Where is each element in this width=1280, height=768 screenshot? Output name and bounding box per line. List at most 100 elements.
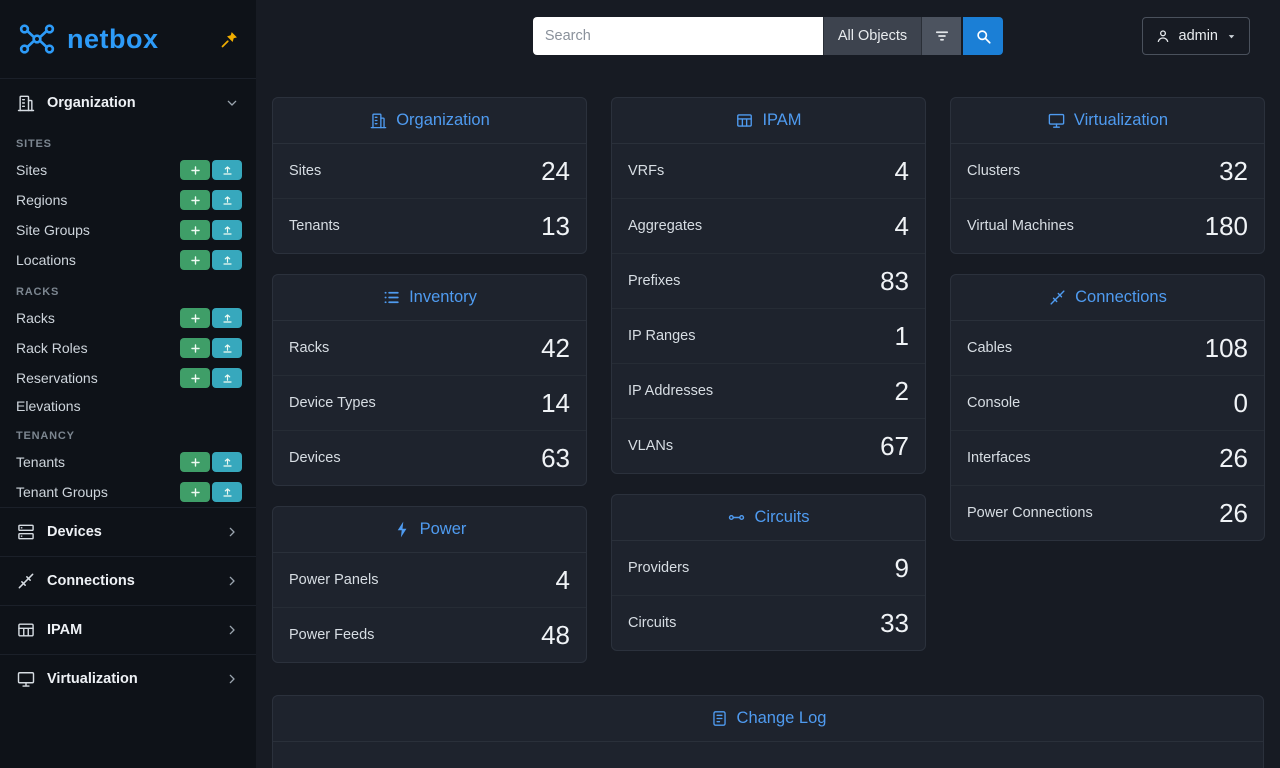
pin-sidebar-icon[interactable]	[219, 29, 240, 50]
sidebar-item-tenant-groups[interactable]: Tenant Groups	[0, 477, 256, 507]
stat-label[interactable]: Power Panels	[289, 572, 379, 588]
import-button[interactable]	[212, 220, 242, 240]
card-title-inventory[interactable]: Inventory	[273, 275, 586, 321]
stat-row-cables[interactable]: Cables 108	[951, 321, 1264, 375]
stat-value[interactable]: 14	[541, 388, 570, 418]
stat-row-virtual-machines[interactable]: Virtual Machines 180	[951, 198, 1264, 253]
stat-row-console[interactable]: Console 0	[951, 375, 1264, 430]
sidebar-item-tenants[interactable]: Tenants	[0, 447, 256, 477]
search-button[interactable]	[963, 17, 1004, 55]
stat-value[interactable]: 83	[880, 266, 909, 296]
add-button[interactable]	[180, 250, 210, 270]
sidebar-item-sites[interactable]: Sites	[0, 155, 256, 185]
stat-value[interactable]: 2	[894, 376, 909, 406]
stat-label[interactable]: Power Connections	[967, 505, 1093, 521]
stat-value[interactable]: 4	[894, 156, 909, 186]
item-label[interactable]: Racks	[16, 310, 55, 326]
sidebar-item-reservations[interactable]: Reservations	[0, 363, 256, 393]
stat-value[interactable]: 4	[555, 565, 570, 595]
stat-label[interactable]: Power Feeds	[289, 627, 375, 643]
stat-label[interactable]: Providers	[628, 560, 690, 576]
stat-label[interactable]: Racks	[289, 340, 330, 356]
import-button[interactable]	[212, 190, 242, 210]
sidebar-item-rack-roles[interactable]: Rack Roles	[0, 333, 256, 363]
stat-value[interactable]: 9	[894, 553, 909, 583]
stat-label[interactable]: Virtual Machines	[967, 218, 1074, 234]
stat-label[interactable]: Tenants	[289, 218, 340, 234]
card-title-virtualization[interactable]: Virtualization	[951, 98, 1264, 144]
stat-value[interactable]: 26	[1219, 498, 1248, 528]
stat-value[interactable]: 42	[541, 333, 570, 363]
sidebar-item-elevations[interactable]: Elevations	[0, 393, 256, 419]
add-button[interactable]	[180, 452, 210, 472]
card-title-organization[interactable]: Organization	[273, 98, 586, 144]
import-button[interactable]	[212, 482, 242, 502]
sidebar-group-devices[interactable]: Devices	[0, 507, 256, 556]
stat-label[interactable]: Aggregates	[628, 218, 703, 234]
stat-label[interactable]: Console	[967, 395, 1021, 411]
stat-value[interactable]: 48	[541, 620, 570, 650]
stat-label[interactable]: Device Types	[289, 395, 376, 411]
card-title-change-log[interactable]: Change Log	[273, 696, 1263, 742]
stat-value[interactable]: 32	[1219, 156, 1248, 186]
item-label[interactable]: Sites	[16, 162, 48, 178]
sidebar-group-organization[interactable]: Organization	[0, 78, 256, 127]
stat-label[interactable]: Interfaces	[967, 450, 1031, 466]
stat-row-aggregates[interactable]: Aggregates 4	[612, 198, 925, 253]
stat-value[interactable]: 180	[1204, 211, 1248, 241]
stat-row-tenants[interactable]: Tenants 13	[273, 198, 586, 253]
stat-label[interactable]: VRFs	[628, 163, 665, 179]
add-button[interactable]	[180, 160, 210, 180]
filter-button[interactable]	[921, 17, 962, 55]
sidebar-group-virtualization[interactable]: Virtualization	[0, 654, 256, 703]
card-title-ipam[interactable]: IPAM	[612, 98, 925, 144]
item-label[interactable]: Rack Roles	[16, 340, 88, 356]
stat-value[interactable]: 63	[541, 443, 570, 473]
stat-row-devices[interactable]: Devices 63	[273, 430, 586, 485]
add-button[interactable]	[180, 190, 210, 210]
stat-row-racks[interactable]: Racks 42	[273, 321, 586, 375]
item-label[interactable]: Tenants	[16, 454, 66, 470]
stat-row-power-panels[interactable]: Power Panels 4	[273, 553, 586, 607]
import-button[interactable]	[212, 338, 242, 358]
stat-label[interactable]: VLANs	[628, 438, 674, 454]
item-label[interactable]: Tenant Groups	[16, 484, 108, 500]
stat-value[interactable]: 1	[894, 321, 909, 351]
stat-value[interactable]: 4	[894, 211, 909, 241]
stat-row-circuits[interactable]: Circuits 33	[612, 595, 925, 650]
stat-row-clusters[interactable]: Clusters 32	[951, 144, 1264, 198]
stat-row-vrfs[interactable]: VRFs 4	[612, 144, 925, 198]
add-button[interactable]	[180, 308, 210, 328]
object-type-button[interactable]: All Objects	[822, 17, 922, 55]
search-input[interactable]	[532, 17, 823, 55]
card-title-power[interactable]: Power	[273, 507, 586, 553]
add-button[interactable]	[180, 368, 210, 388]
item-label[interactable]: Reservations	[16, 370, 98, 386]
stat-row-ip-ranges[interactable]: IP Ranges 1	[612, 308, 925, 363]
item-label[interactable]: Site Groups	[16, 222, 90, 238]
stat-value[interactable]: 0	[1233, 388, 1248, 418]
stat-value[interactable]: 26	[1219, 443, 1248, 473]
import-button[interactable]	[212, 452, 242, 472]
sidebar-group-connections[interactable]: Connections	[0, 556, 256, 605]
stat-row-device-types[interactable]: Device Types 14	[273, 375, 586, 430]
stat-label[interactable]: Circuits	[628, 615, 677, 631]
import-button[interactable]	[212, 250, 242, 270]
import-button[interactable]	[212, 160, 242, 180]
sidebar-group-ipam[interactable]: IPAM	[0, 605, 256, 654]
stat-label[interactable]: IP Ranges	[628, 328, 696, 344]
item-label[interactable]: Regions	[16, 192, 68, 208]
stat-row-power-connections[interactable]: Power Connections 26	[951, 485, 1264, 540]
sidebar-item-regions[interactable]: Regions	[0, 185, 256, 215]
stat-label[interactable]: Prefixes	[628, 273, 681, 289]
stat-value[interactable]: 33	[880, 608, 909, 638]
sidebar-item-locations[interactable]: Locations	[0, 245, 256, 275]
stat-value[interactable]: 24	[541, 156, 570, 186]
stat-value[interactable]: 108	[1204, 333, 1248, 363]
add-button[interactable]	[180, 220, 210, 240]
stat-label[interactable]: Cables	[967, 340, 1013, 356]
add-button[interactable]	[180, 338, 210, 358]
stat-row-sites[interactable]: Sites 24	[273, 144, 586, 198]
stat-row-providers[interactable]: Providers 9	[612, 541, 925, 595]
card-title-circuits[interactable]: Circuits	[612, 495, 925, 541]
